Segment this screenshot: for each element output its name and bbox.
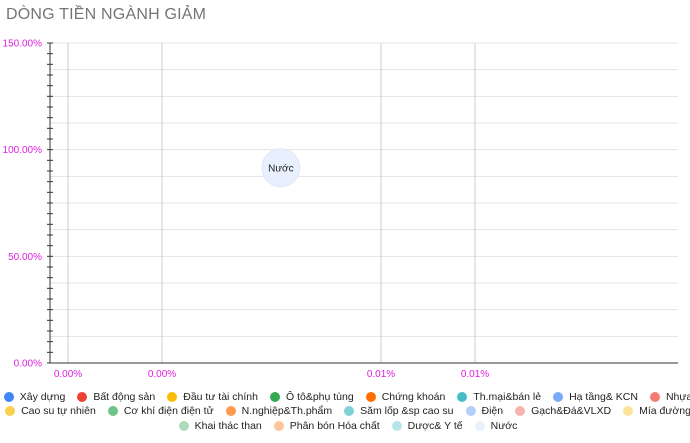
legend-swatch [269,391,280,402]
legend-label: Chứng khoán [381,390,446,403]
data-point [261,148,301,188]
legend-row: Khai thác than Phân bón Hóa chất Dược& Y t… [18,420,678,433]
legend-label: Phân bón Hóa chất [289,420,380,433]
legend-label: Săm lốp &sp cao su [360,405,454,418]
data-point-label: Nước [268,163,293,174]
legend-swatch [3,391,14,402]
legend-item[interactable]: Ô tô&phụ tùng [269,390,354,403]
x-tick-label: 0.00% [148,369,176,380]
legend-swatch [365,391,376,402]
legend-item[interactable]: Bất động sản [77,390,155,403]
chart-title: DÒNG TIỀN NGÀNH GIẢM [6,6,207,23]
legend-item[interactable]: Phân bón Hóa chất [273,420,380,433]
legend-label: Gạch&Đá&VLXD [531,405,612,418]
legend-item[interactable]: Th.mại&bán lẻ [457,390,541,403]
chart-legend: Xây dựng Bất động sản Đầu tư tài chính Ô tô… [3,390,690,434]
legend-item[interactable]: Nước [474,420,518,433]
legend-swatch [107,406,118,417]
legend-swatch [178,421,189,432]
legend-swatch [273,421,284,432]
legend-swatch [167,391,178,402]
legend-item[interactable]: Nhựa [649,390,690,403]
legend-label: Cơ khí điện điện tử [123,405,214,418]
legend-label: N.nghiệp&Th.phẩm [241,405,333,418]
legend-swatch [474,421,485,432]
legend-row: Cao su tự nhiên Cơ khí điện điện tử N.nghi… [5,405,690,418]
legend-label: Nước [490,420,518,433]
legend-item[interactable]: Cao su tự nhiên [5,405,96,418]
legend-label: Cao su tự nhiên [21,405,96,418]
legend-swatch [553,391,564,402]
legend-swatch [344,406,355,417]
legend-label: Khai thác than [194,420,262,433]
legend-item[interactable]: Điện [465,405,504,418]
legend-label: Th.mại&bán lẻ [473,390,542,403]
legend-swatch [225,406,236,417]
legend-item[interactable]: Hạ tầng& KCN [553,390,638,403]
legend-swatch [457,391,468,402]
legend-label: Điện [481,405,504,418]
legend-swatch [465,406,476,417]
legend-item[interactable]: Dược& Y tế [391,420,463,433]
legend-item[interactable]: Mía đường [623,405,690,418]
x-tick-label: 0.01% [461,369,489,380]
x-tick-label: 0.01% [367,369,395,380]
legend-swatch [77,391,88,402]
legend-item[interactable]: Xây dựng [3,390,66,403]
legend-item[interactable]: Gạch&Đá&VLXD [515,405,611,418]
legend-swatch [515,406,526,417]
legend-label: Xây dựng [19,390,66,403]
legend-label: Bất động sản [93,390,156,403]
legend-row: Xây dựng Bất động sản Đầu tư tài chính Ô tô… [3,390,690,403]
legend-item[interactable]: Khai thác than [178,420,262,433]
legend-label: Dược& Y tế [407,420,463,433]
legend-item[interactable]: N.nghiệp&Th.phẩm [225,405,333,418]
y-tick-label: 100.00% [3,145,43,156]
x-tick-label: 0.00% [54,369,82,380]
legend-label: Nhựa [665,390,690,403]
y-tick-label: 50.00% [8,252,42,263]
legend-label: Ô tô&phụ tùng [285,390,354,403]
legend-item[interactable]: Cơ khí điện điện tử [107,405,214,418]
y-tick-label: 150.00% [3,39,43,50]
legend-swatch [5,406,16,417]
legend-swatch [649,391,660,402]
legend-label: Đầu tư tài chính [183,390,258,403]
legend-item[interactable]: Chứng khoán [365,390,446,403]
legend-label: Mía đường [639,405,690,418]
y-tick-label: 0.00% [14,359,42,370]
legend-item[interactable]: Săm lốp &sp cao su [344,405,454,418]
legend-label: Hạ tầng& KCN [569,390,638,403]
legend-item[interactable]: Đầu tư tài chính [167,390,258,403]
legend-swatch [391,421,402,432]
legend-swatch [623,406,634,417]
